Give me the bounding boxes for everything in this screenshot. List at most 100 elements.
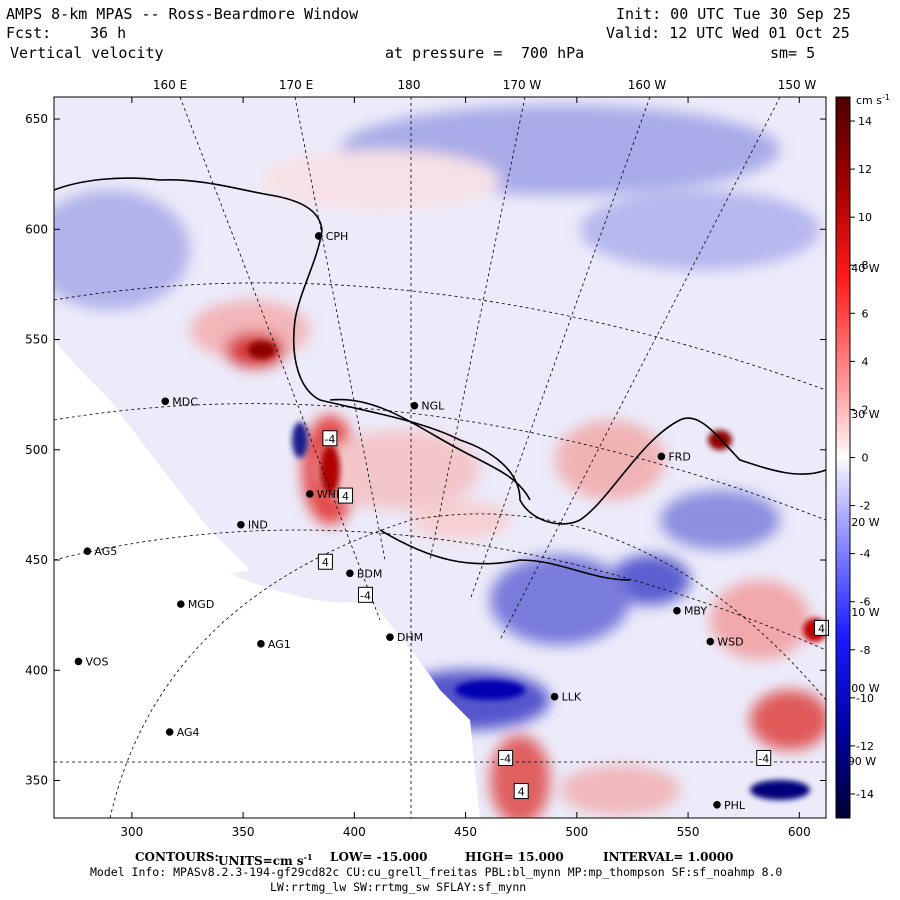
- field-blobs: [54, 105, 826, 818]
- coastline: [54, 177, 826, 581]
- field-cores: [248, 341, 826, 800]
- station-marker: [165, 728, 174, 736]
- model-info-physics: LW:rrtmg_lw SW:rrtmg_sw SFLAY:sf_mynn: [270, 880, 527, 894]
- right-edge-label: 90 W: [848, 755, 876, 768]
- colorbar: 14 12 10 8 6 4 2 0 -2 -4 -6 -8 -10 -12 -14 cm s-1: [835, 93, 890, 819]
- station-marker: [550, 692, 559, 701]
- station-marker: [83, 547, 92, 556]
- station-marker: [74, 657, 83, 666]
- terrain-mask-2: [54, 340, 250, 818]
- station-marker: [257, 640, 265, 648]
- colorbar-tick-label: -4: [860, 548, 871, 561]
- y-tick-label: 400: [25, 663, 48, 677]
- contours-label: CONTOURS:: [135, 850, 219, 864]
- longitude-label: 160 W: [628, 78, 667, 92]
- right-edge-label: 130 W: [844, 408, 879, 421]
- station-marker: [410, 401, 419, 410]
- colorbar-tick-label: -6: [860, 596, 871, 609]
- station-marker: [237, 520, 245, 529]
- contour-label-box: [498, 749, 514, 766]
- longitude-label: 160 E: [153, 78, 187, 92]
- init-time: Init: 00 UTC Tue 30 Sep 25: [616, 5, 851, 23]
- right-edge-label: 120 W: [844, 516, 879, 529]
- colorbar-tick-label: 10: [858, 211, 872, 224]
- colorbar-gradient: [835, 96, 851, 819]
- station-label: LLK: [562, 691, 582, 704]
- field-area: [54, 97, 826, 818]
- contour-label: 4: [342, 490, 349, 503]
- colorbar-tick-label: 0: [862, 452, 869, 465]
- field-name: Vertical velocity: [10, 44, 164, 62]
- station-label: WSD: [717, 636, 743, 649]
- contour-label: -4: [500, 752, 511, 765]
- station-label: DHM: [397, 631, 423, 644]
- contour-labels: -4 4 4 -4 -4 -4 4 4: [317, 430, 830, 800]
- contour-low: LOW= -15.000: [330, 850, 428, 864]
- contour-label-box: [357, 586, 373, 603]
- contour-label-box: [756, 749, 772, 766]
- x-axis: 300 350 400 450 500 550 600: [120, 97, 811, 839]
- right-edge-label: 100 W: [844, 682, 879, 695]
- station-label: NGL: [421, 400, 445, 413]
- contour-label-box: [814, 619, 830, 636]
- station-label: FRD: [668, 450, 690, 463]
- colorbar-tick-label: 4: [862, 355, 869, 368]
- station-label: AG4: [177, 726, 200, 739]
- station-marker: [346, 569, 354, 578]
- colorbar-tick-label: 14: [858, 115, 872, 128]
- y-axis: 350 400 450 500 550 600 650: [25, 112, 826, 788]
- station-marker: [314, 232, 323, 240]
- station-marker: [306, 490, 314, 498]
- longitude-label: 170 E: [279, 78, 313, 92]
- contour-label: 4: [518, 786, 525, 799]
- station-label: VOS: [85, 655, 108, 668]
- station-label: PHL: [724, 799, 746, 812]
- x-tick-label: 300: [120, 825, 143, 839]
- station-marker: [386, 633, 394, 641]
- station-marker: [706, 637, 715, 646]
- pressure-label: at pressure =: [385, 44, 503, 62]
- station-label: CPH: [326, 230, 349, 243]
- colorbar-tick-label: 12: [858, 163, 872, 176]
- y-tick-label: 500: [25, 443, 48, 457]
- smoothing-label: sm= 5: [770, 44, 816, 62]
- station-label: IND: [248, 519, 268, 532]
- plot-frame: [53, 96, 827, 819]
- chart-title: AMPS 8-km MPAS -- Ross-Beardmore Window: [6, 5, 359, 23]
- y-tick-label: 450: [25, 553, 48, 567]
- colorbar-tick-label: 6: [862, 307, 869, 320]
- station-label: WHN: [317, 488, 344, 501]
- contour-label-box: [337, 487, 353, 504]
- contour-high: HIGH= 15.000: [465, 850, 564, 864]
- x-tick-label: 350: [232, 825, 255, 839]
- y-tick-label: 550: [25, 333, 48, 347]
- longitude-labels: 160 E 170 E 180 170 W 160 W 150 W: [153, 78, 817, 92]
- right-edge-label: 110 W: [844, 606, 879, 619]
- longitude-label: 170 W: [503, 78, 542, 92]
- x-tick-label: 500: [565, 825, 588, 839]
- y-tick-label: 650: [25, 112, 48, 126]
- station-label: AG5: [94, 545, 117, 558]
- colorbar-tick-label: 8: [862, 259, 869, 272]
- station-label: AG1: [268, 638, 291, 651]
- contour-label: 4: [322, 556, 329, 569]
- contour-label: -4: [324, 433, 335, 446]
- colorbar-tick-label: -8: [860, 644, 871, 657]
- colorbar-tick-label: 2: [862, 403, 869, 416]
- forecast-hour: 36 h: [90, 24, 127, 42]
- longitude-label: 180: [398, 78, 421, 92]
- contour-label: -4: [360, 589, 371, 602]
- station-marker: [713, 800, 721, 809]
- colorbar-tick-label: -14: [856, 788, 874, 801]
- x-tick-label: 450: [454, 825, 477, 839]
- units-text: UNITS=cm s-1: [218, 852, 313, 868]
- station-label: MDC: [172, 395, 198, 408]
- contour-label: -4: [758, 752, 769, 765]
- station-marker: [657, 452, 666, 461]
- forecast-label: Fcst:: [6, 24, 52, 42]
- station-label: BDM: [357, 567, 383, 580]
- y-tick-label: 350: [25, 774, 48, 788]
- contour-label-box: [513, 783, 529, 800]
- colorbar-units: cm s-1: [856, 93, 890, 107]
